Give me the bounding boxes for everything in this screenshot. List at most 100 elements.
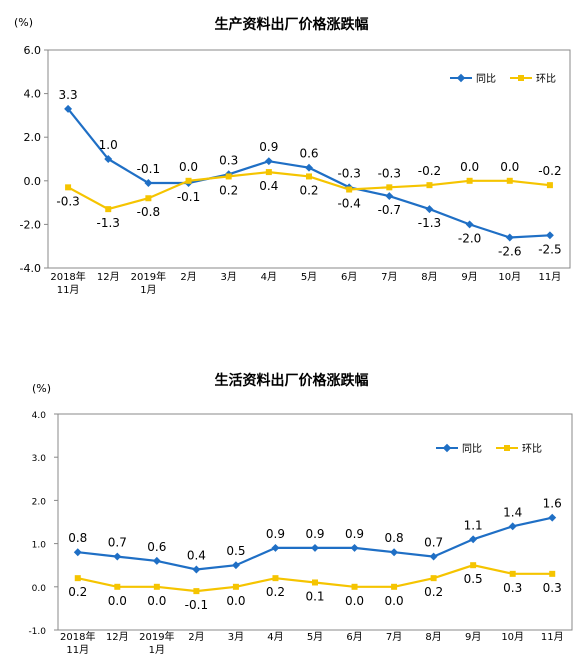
x-tick-label: 6月 <box>341 271 357 283</box>
x-tick-label: 8月 <box>425 631 441 643</box>
data-point-mom <box>105 206 112 213</box>
data-label-yoy: 0.7 <box>108 536 127 550</box>
data-label-mom: -0.2 <box>418 164 441 178</box>
data-point-yoy <box>390 548 399 557</box>
data-label-yoy: 0.8 <box>385 531 404 545</box>
data-label-yoy: 1.1 <box>464 518 483 532</box>
y-tick-label: 6.0 <box>24 44 42 57</box>
data-label-mom: 0.2 <box>68 585 87 599</box>
x-tick-label: 12月 <box>97 271 120 283</box>
legend: 同比 环比 <box>450 70 570 85</box>
data-point-yoy <box>64 104 73 113</box>
data-label-mom: 0.0 <box>108 594 127 608</box>
data-label-mom: -0.4 <box>337 197 360 211</box>
x-tick-label: 9月 <box>461 271 477 283</box>
y-tick-label: 2.0 <box>24 131 42 144</box>
data-label-yoy: 3.3 <box>59 88 78 102</box>
legend-swatch-mom <box>510 73 532 83</box>
data-point-mom <box>386 184 393 191</box>
data-label-mom: -0.8 <box>137 205 160 219</box>
data-point-mom <box>193 588 200 595</box>
legend: 同比 环比 <box>436 440 556 455</box>
data-point-mom <box>546 182 553 189</box>
data-point-mom <box>312 579 318 586</box>
x-tick-label: 1月 <box>140 284 156 296</box>
data-label-mom: 0.0 <box>500 160 519 174</box>
y-tick-label: 2.0 <box>32 497 47 507</box>
x-tick-label: 11月 <box>541 631 564 643</box>
y-tick-label: -1.0 <box>28 627 46 637</box>
data-label-mom: -1.3 <box>97 216 120 230</box>
y-tick-label: -4.0 <box>20 262 41 275</box>
data-label-mom: -0.1 <box>185 598 208 612</box>
data-point-yoy <box>144 179 153 187</box>
data-label-mom: -0.3 <box>56 194 79 208</box>
data-point-yoy <box>505 233 514 242</box>
x-tick-label: 2018年 <box>60 630 95 643</box>
x-tick-label: 4月 <box>261 271 277 283</box>
data-label-mom: 0.1 <box>305 589 324 603</box>
data-label-yoy: 0.8 <box>68 531 87 545</box>
legend-item-yoy: 同比 <box>436 440 482 455</box>
y-tick-label: 4.0 <box>32 411 47 421</box>
data-label-yoy: -0.1 <box>177 190 200 204</box>
x-tick-label: 2月 <box>188 631 204 643</box>
x-tick-label: 2019年 <box>131 270 166 283</box>
data-label-mom: 0.0 <box>345 594 364 608</box>
data-label-mom: 0.4 <box>259 179 278 193</box>
x-tick-label: 4月 <box>267 631 283 643</box>
data-label-mom: 0.0 <box>147 594 166 608</box>
data-label-yoy: 0.3 <box>219 153 238 167</box>
data-point-yoy <box>152 556 161 565</box>
legend-item-mom: 环比 <box>510 70 556 85</box>
data-point-yoy <box>305 163 313 172</box>
data-label-yoy: 0.9 <box>259 140 278 154</box>
x-tick-label: 2019年 <box>139 630 174 643</box>
y-tick-label: 0.0 <box>32 584 47 594</box>
plot-frame <box>57 413 573 631</box>
x-tick-label: 11月 <box>66 644 89 656</box>
data-label-yoy: 1.4 <box>503 505 522 519</box>
data-label-yoy: -2.6 <box>498 244 521 258</box>
data-point-mom <box>145 195 152 202</box>
data-label-mom: -0.2 <box>538 164 561 178</box>
legend-item-mom: 环比 <box>496 440 542 455</box>
data-point-mom <box>232 583 239 590</box>
data-label-yoy: -1.3 <box>418 216 441 230</box>
data-label-yoy: 0.4 <box>187 549 206 563</box>
data-point-mom <box>391 583 398 590</box>
data-label-mom: 0.2 <box>299 183 318 197</box>
x-tick-label: 5月 <box>307 631 323 643</box>
data-point-yoy <box>350 543 359 552</box>
x-tick-label: 10月 <box>498 271 521 283</box>
data-label-yoy: 0.6 <box>147 540 166 554</box>
x-tick-label: 1月 <box>149 644 165 656</box>
x-tick-label: 5月 <box>301 271 317 283</box>
x-tick-label: 8月 <box>421 271 437 283</box>
data-point-mom <box>74 575 81 582</box>
x-tick-label: 11月 <box>57 284 80 296</box>
data-point-yoy <box>425 205 434 214</box>
data-point-yoy <box>73 548 82 557</box>
x-tick-label: 7月 <box>386 631 402 643</box>
data-point-yoy <box>545 231 554 240</box>
data-label-yoy: 0.9 <box>305 527 324 541</box>
data-point-mom <box>153 583 160 590</box>
data-point-mom <box>509 570 516 577</box>
data-label-yoy: 0.5 <box>226 544 245 558</box>
data-label-mom: 0.2 <box>266 585 285 599</box>
data-point-mom <box>430 575 437 582</box>
data-point-mom <box>506 177 513 184</box>
data-label-mom: 0.0 <box>460 160 479 174</box>
data-label-yoy: -2.5 <box>538 242 561 256</box>
data-label-mom: 0.2 <box>424 585 443 599</box>
data-label-mom: 0.0 <box>226 594 245 608</box>
data-point-yoy <box>113 552 122 561</box>
legend-item-yoy: 同比 <box>450 70 496 85</box>
data-point-mom <box>225 173 232 180</box>
data-label-mom: 0.5 <box>464 572 483 586</box>
plot-frame <box>47 49 571 269</box>
data-point-mom <box>306 173 312 180</box>
legend-swatch-yoy <box>436 443 458 453</box>
